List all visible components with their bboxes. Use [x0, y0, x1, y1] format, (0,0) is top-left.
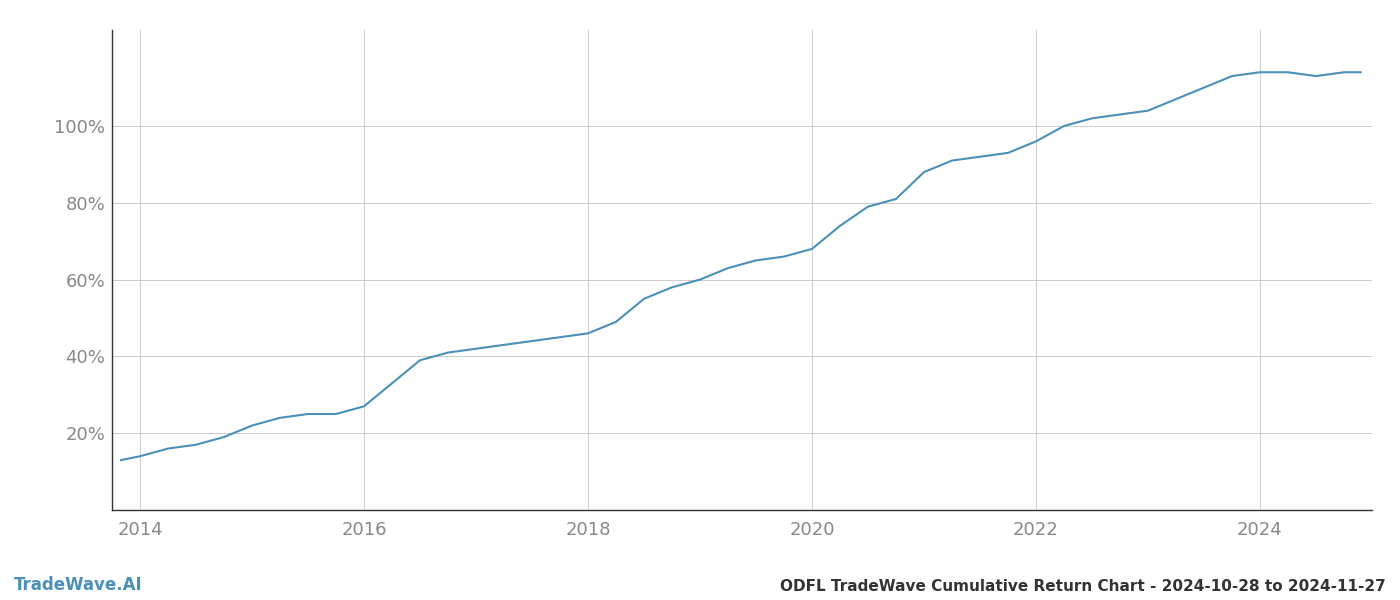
Text: ODFL TradeWave Cumulative Return Chart - 2024-10-28 to 2024-11-27: ODFL TradeWave Cumulative Return Chart -…	[780, 579, 1386, 594]
Text: TradeWave.AI: TradeWave.AI	[14, 576, 143, 594]
